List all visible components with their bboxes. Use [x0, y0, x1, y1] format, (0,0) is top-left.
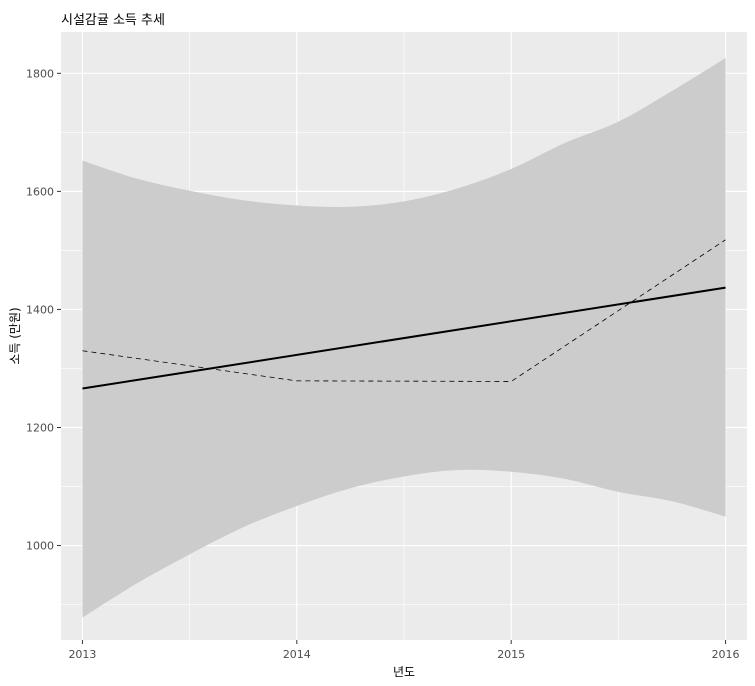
chart-title: 시설감귤 소득 추세: [61, 13, 165, 28]
y-axis: 1000 1200 1400 1600 1800: [26, 67, 61, 553]
y-tick-label: 1000: [26, 540, 54, 553]
x-tick-label: 2015: [497, 648, 525, 661]
y-tick-label: 1800: [26, 67, 54, 80]
series-line-dashed: [82, 239, 726, 382]
x-tick-label: 2013: [68, 648, 96, 661]
x-axis-title: 년도: [393, 665, 415, 679]
y-axis-title: 소득 (만원): [8, 307, 22, 364]
y-tick-label: 1600: [26, 185, 54, 198]
x-tick-label: 2016: [712, 648, 740, 661]
x-axis: 2013 2014 2015 2016: [68, 640, 740, 661]
y-tick-label: 1200: [26, 421, 54, 434]
x-tick-label: 2014: [283, 648, 311, 661]
y-tick-label: 1400: [26, 303, 54, 316]
series-lines: [82, 239, 726, 390]
series-line-solid: [82, 286, 726, 390]
